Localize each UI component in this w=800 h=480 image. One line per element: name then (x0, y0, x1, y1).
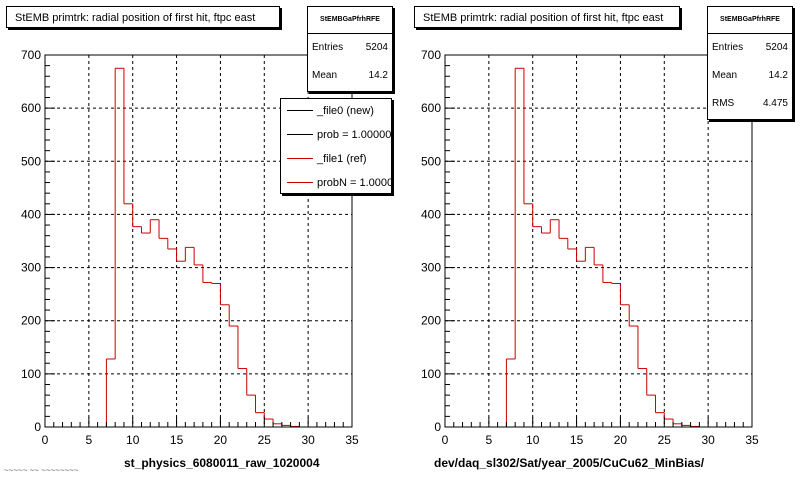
left-y-tick-label: 200 (21, 314, 41, 328)
left-x-tick-label: 15 (170, 433, 184, 447)
left-legend-line-marker (287, 158, 313, 159)
left-y-tick-label: 400 (21, 207, 41, 221)
left-legend-line-marker (287, 182, 313, 183)
right-stats-label: Mean (712, 70, 738, 81)
left-stats-label: Mean (312, 70, 338, 81)
left-y-tick-label: 500 (21, 154, 41, 168)
left-stats-row: Mean 14.2 (308, 62, 392, 90)
right-x-tick-label: 0 (442, 433, 449, 447)
right-plot-frame (444, 54, 753, 428)
left-legend-label: probN = 1.000000 (317, 177, 392, 189)
right-stats-value: 14.2 (768, 70, 788, 81)
left-y-tick-label: 700 (21, 48, 41, 62)
left-y-tick-label: 100 (21, 367, 41, 381)
left-legend-label: _file1 (ref) (317, 153, 367, 165)
right-x-tick-label: 10 (526, 433, 540, 447)
right-y-tick-label: 0 (434, 420, 441, 434)
right-stats-box: StEMBGaPfrhRFE Entries 5204 Mean 14.2 RMS 4.4… (707, 6, 793, 120)
left-legend-entry: prob = 1.000000 (281, 123, 391, 147)
left-y-tick-label: 600 (21, 101, 41, 115)
right-y-tick-label: 700 (421, 48, 441, 62)
right-y-tick-label: 600 (421, 101, 441, 115)
left-x-tick-label: 5 (86, 433, 93, 447)
left-stats-label: Entries (312, 42, 344, 53)
right-y-tick-label: 400 (421, 207, 441, 221)
right-y-tick-label: 500 (421, 154, 441, 168)
right-y-tick-label: 100 (421, 367, 441, 381)
right-stats-rows: Entries 5204 Mean 14.2 RMS 4.475 (708, 34, 792, 118)
left-legend-entry: probN = 1.000000 (281, 171, 392, 193)
left-stats-name: StEMBGaPfrhRFE (308, 7, 392, 34)
right-histogram-title: StEMB primtrk: radial position of first … (414, 6, 680, 28)
left-histogram-panel: 0 5 10 15 20 25 30 35 0 100 200 300 400 500 600 700 StE… (6, 6, 393, 470)
left-histogram-title: StEMB primtrk: radial position of first … (6, 6, 280, 28)
right-plot-area (445, 55, 752, 427)
left-stats-box: StEMBGaPfrhRFE Entries 5204 Mean 14.2 (307, 6, 393, 92)
left-x-tick-label: 0 (42, 433, 49, 447)
right-stats-label: RMS (712, 98, 735, 109)
right-stats-row: Entries 5204 (708, 34, 792, 62)
right-stats-value: 4.475 (762, 98, 788, 109)
left-plot-frame (44, 54, 353, 428)
left-stats-row: Entries 5204 (308, 34, 392, 62)
right-x-tick-label: 5 (486, 433, 493, 447)
right-x-tick-label: 25 (658, 433, 672, 447)
right-stats-name: StEMBGaPfrhRFE (708, 7, 792, 34)
left-legend: _file0 (new) prob = 1.000000 _file1 (ref) p… (280, 98, 392, 194)
left-stats-value: 14.2 (368, 70, 388, 81)
left-legend-entry: _file0 (new) (281, 99, 391, 123)
left-legend-line-marker (287, 134, 313, 135)
left-x-tick-label: 25 (258, 433, 272, 447)
right-y-tick-label: 200 (421, 314, 441, 328)
left-legend-label: prob = 1.000000 (317, 129, 392, 141)
left-x-tick-label: 35 (345, 433, 359, 447)
right-stats-row: Mean 14.2 (708, 62, 792, 90)
left-legend-line-marker (287, 110, 313, 111)
right-histogram-panel: 0 5 10 15 20 25 30 35 0 100 200 300 400 500 600 700 StE… (400, 0, 800, 480)
right-x-tick-label: 35 (745, 433, 759, 447)
right-x-tick-label: 20 (614, 433, 628, 447)
right-stats-label: Entries (712, 42, 744, 53)
left-x-tick-label: 20 (214, 433, 228, 447)
left-y-tick-label: 300 (21, 261, 41, 275)
footer-text: ~~~~~ ~~ ~~~~~~~~ (4, 466, 79, 475)
right-x-tick-label: 30 (701, 433, 715, 447)
right-histogram-plot: 0 5 10 15 20 25 30 35 0 100 200 300 400 500 600 700 (421, 48, 759, 447)
left-stats-rows: Entries 5204 Mean 14.2 (308, 34, 392, 90)
left-legend-label: _file0 (new) (317, 105, 374, 117)
left-stats-value: 5204 (365, 42, 388, 53)
right-x-axis-title: dev/daq_sl302/Sat/year_2005/CuCu62_MinBi… (434, 456, 705, 470)
right-y-tick-label: 300 (421, 261, 441, 275)
left-legend-entry: _file1 (ref) (281, 147, 391, 171)
left-y-tick-label: 0 (34, 420, 41, 434)
right-stats-value: 5204 (765, 42, 788, 53)
right-stats-row: RMS 4.475 (708, 90, 792, 118)
left-x-tick-label: 30 (301, 433, 315, 447)
left-x-tick-label: 10 (126, 433, 140, 447)
left-x-axis-title: st_physics_6080011_raw_1020004 (124, 456, 320, 470)
right-x-tick-label: 15 (570, 433, 584, 447)
